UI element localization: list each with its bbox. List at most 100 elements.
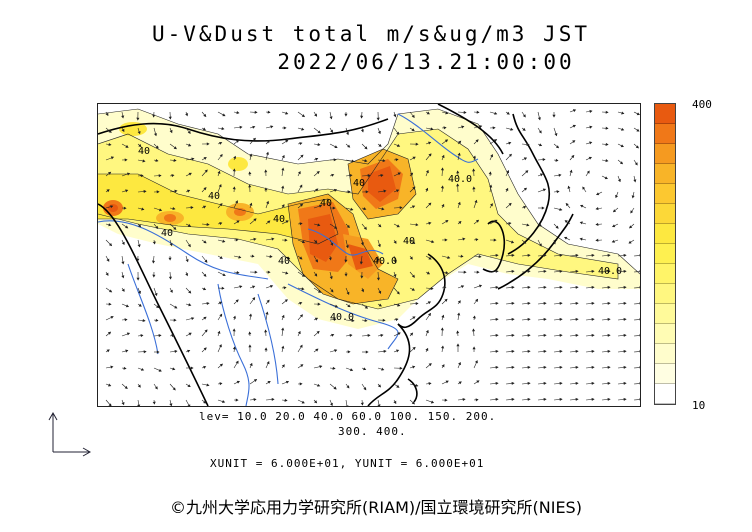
wind-vector-head bbox=[579, 221, 583, 225]
colorbar-swatch bbox=[655, 184, 675, 204]
wind-vector-head bbox=[264, 169, 268, 173]
wind-vector-head bbox=[589, 125, 593, 129]
wind-vector-head bbox=[232, 346, 236, 350]
wind-vector-head bbox=[271, 397, 275, 402]
wind-vector-head bbox=[607, 285, 611, 289]
wind-vector-head bbox=[158, 368, 162, 372]
wind-vector-head bbox=[495, 285, 499, 289]
wind-vector-head bbox=[447, 255, 451, 260]
wind-vector-head bbox=[457, 152, 461, 156]
wind-vector-head bbox=[564, 236, 568, 240]
wind-vector-head bbox=[137, 404, 141, 406]
wind-vector-head bbox=[395, 158, 399, 162]
wind-vector-head bbox=[381, 367, 385, 371]
wind-vector-head bbox=[596, 192, 600, 196]
wind-vector-head bbox=[575, 397, 579, 401]
wind-vector-head bbox=[591, 381, 595, 385]
wind-vector-head bbox=[299, 314, 304, 318]
coastline-layer bbox=[98, 104, 574, 406]
wind-vector-head bbox=[511, 333, 515, 337]
wind-vector-head bbox=[334, 304, 339, 308]
wind-vector-head bbox=[415, 142, 419, 146]
credit-line: ©九州大学応用力学研究所(RIAM)/国立環境研究所(NIES) bbox=[170, 498, 582, 517]
wind-vector-head bbox=[441, 314, 445, 318]
wind-vector-head bbox=[426, 271, 431, 275]
wind-vector bbox=[633, 335, 640, 337]
wind-vector-head bbox=[187, 243, 191, 248]
wind-vector-head bbox=[328, 257, 332, 261]
wind-vector-head bbox=[621, 127, 625, 131]
wind-vector-head bbox=[317, 302, 321, 306]
wind-vector-head bbox=[396, 349, 400, 353]
wind-vector-head bbox=[363, 387, 367, 391]
wind-vector-head bbox=[428, 363, 432, 367]
vector-scale-axes-icon bbox=[48, 411, 92, 457]
wind-vector-head bbox=[472, 328, 476, 332]
wind-vector-head bbox=[155, 225, 159, 230]
wind-vector-head bbox=[252, 297, 256, 301]
wind-vector-head bbox=[299, 203, 304, 207]
colorbar-swatch bbox=[655, 304, 675, 324]
wind-vector-head bbox=[110, 156, 115, 160]
colorbar-swatch bbox=[655, 164, 675, 184]
wind-vector-head bbox=[108, 243, 113, 247]
wind-vector-head bbox=[345, 245, 349, 249]
wind-vector-head bbox=[267, 220, 271, 224]
wind-vector-head bbox=[555, 225, 559, 229]
wind-vector-head bbox=[346, 224, 350, 229]
wind-vector-head bbox=[171, 334, 175, 338]
wind-vector-head bbox=[332, 366, 336, 370]
wind-vector-head bbox=[349, 173, 353, 178]
wind-vector-head bbox=[636, 112, 640, 116]
wind-vector-head bbox=[428, 256, 432, 260]
wind-vector-head bbox=[364, 146, 368, 150]
wind-vector-head bbox=[364, 159, 368, 163]
wind-vector-head bbox=[489, 184, 493, 188]
contour-label: 40 bbox=[353, 178, 365, 189]
wind-vector-head bbox=[191, 157, 195, 161]
wind-vector-head bbox=[121, 115, 125, 119]
wind-vector-head bbox=[204, 259, 208, 263]
wind-vector-head bbox=[107, 331, 112, 335]
wind-vector-head bbox=[623, 333, 627, 337]
wind-vector-head bbox=[330, 402, 333, 406]
wind-vector-head bbox=[559, 317, 563, 321]
wind-vector-head bbox=[543, 301, 547, 305]
wind-vector-head bbox=[474, 199, 478, 204]
wind-vector-head bbox=[425, 187, 429, 191]
contour-label-layer: 40 40 40 40 40 40 40 40.0 40.0 40.0 40.0… bbox=[138, 146, 622, 323]
wind-vector-head bbox=[527, 397, 531, 401]
wind-vector-head bbox=[511, 301, 515, 305]
wind-vector-head bbox=[575, 349, 579, 353]
wind-vector-layer bbox=[105, 109, 640, 406]
wind-vector-head bbox=[185, 273, 189, 277]
wind-vector-head bbox=[317, 223, 321, 227]
wind-vector-head bbox=[508, 141, 512, 145]
wind-vector-head bbox=[137, 384, 141, 388]
wind-vector-head bbox=[203, 273, 207, 277]
wind-vector-head bbox=[617, 178, 621, 183]
wind-vector-head bbox=[396, 224, 400, 228]
wind-vector-head bbox=[591, 333, 595, 337]
wind-vector-head bbox=[191, 317, 195, 321]
wind-vector-head bbox=[236, 380, 240, 384]
contour-label: 40.0 bbox=[330, 312, 354, 323]
wind-vector-head bbox=[511, 317, 515, 321]
wind-vector-head bbox=[559, 207, 563, 211]
wind-vector-head bbox=[236, 111, 240, 115]
wind-vector-head bbox=[235, 299, 239, 303]
wind-vector-head bbox=[411, 287, 415, 291]
river-layer bbox=[98, 113, 479, 406]
wind-vector-head bbox=[106, 258, 110, 262]
wind-vector-head bbox=[203, 240, 207, 244]
wind-vector-head bbox=[281, 327, 285, 331]
wind-vector-head bbox=[396, 384, 400, 388]
wind-vector-head bbox=[347, 144, 351, 148]
wind-vector-head bbox=[222, 239, 226, 243]
wind-vector-head bbox=[232, 186, 236, 190]
wind-vector-head bbox=[575, 285, 579, 289]
wind-vector-head bbox=[168, 276, 172, 280]
wind-vector-head bbox=[253, 237, 257, 241]
wind-vector-head bbox=[472, 186, 476, 190]
wind-vector-head bbox=[137, 131, 141, 135]
